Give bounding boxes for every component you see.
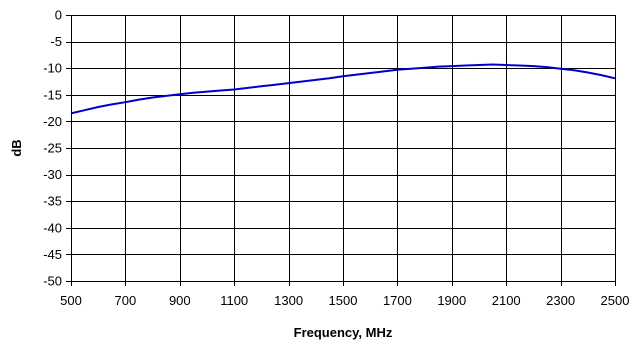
vertical-gridlines: [71, 15, 616, 286]
x-tick-label: 500: [60, 293, 82, 308]
x-tick-label: 1700: [383, 293, 412, 308]
x-tick-label: 1100: [220, 293, 248, 308]
y-tick-label: -10: [43, 61, 62, 76]
x-tick-label: 1300: [274, 293, 303, 308]
y-tick-label: -20: [43, 114, 62, 129]
x-tick-label: 1500: [329, 293, 358, 308]
y-tick-label: -40: [43, 220, 62, 235]
x-tick-label: 2100: [492, 293, 521, 308]
y-tick-label: -50: [43, 274, 62, 289]
x-tick-label: 2300: [546, 293, 575, 308]
y-tick-label: -25: [43, 141, 62, 156]
y-tick-label: -45: [43, 247, 62, 262]
y-axis-title: dB: [9, 139, 24, 156]
plot-area-frame: [71, 15, 616, 282]
y-axis-tick-labels: 0 -5 -10 -15 -20 -25 -30 -35 -40 -45 -50: [43, 8, 62, 289]
x-tick-label: 1900: [437, 293, 466, 308]
x-tick-label: 900: [169, 293, 191, 308]
y-tick-label: -35: [43, 194, 62, 209]
x-axis-tick-labels: 500 700 900 1100 1300 1500 1700 1900 2100 2300 250…: [60, 293, 629, 308]
horizontal-gridlines: [66, 15, 615, 282]
x-tick-label: 700: [115, 293, 137, 308]
series-line: [70, 63, 616, 115]
x-tick-label: 2500: [601, 293, 630, 308]
y-tick-label: -5: [50, 34, 62, 49]
y-tick-label: -15: [43, 87, 62, 102]
y-tick-label: 0: [55, 8, 62, 23]
y-tick-label: -30: [43, 167, 62, 182]
x-axis-title: Frequency, MHz: [294, 325, 393, 340]
